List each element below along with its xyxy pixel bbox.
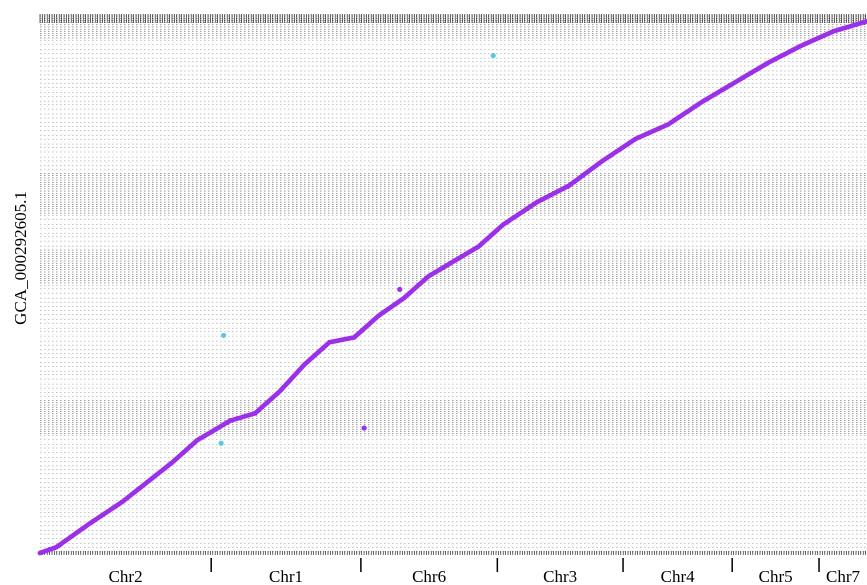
outlier-dot: [490, 53, 496, 59]
chromosome-label: Chr3: [543, 567, 577, 585]
x-axis-chromosome-labels: Chr2 Chr1 Chr6 Chr3 Chr4 Chr5 Chr7: [109, 558, 861, 585]
chromosome-label: Chr5: [759, 567, 793, 585]
chromosome-label: Chr4: [661, 567, 696, 585]
outlier-dot: [361, 425, 367, 431]
alignment-dot: [864, 18, 867, 24]
outlier-dot: [397, 286, 403, 292]
outlier-dots: [218, 53, 496, 446]
y-gridlines: [40, 15, 867, 553]
y-axis-label: GCA_000292605.1: [11, 191, 30, 325]
chromosome-label: Chr7: [826, 567, 861, 585]
x-axis-ticks: [39, 14, 866, 555]
chromosome-label: Chr1: [269, 567, 303, 585]
x-gridlines: [40, 14, 865, 553]
chromosome-label: Chr6: [412, 567, 446, 585]
outlier-dot: [220, 332, 227, 339]
outlier-dot: [218, 440, 224, 446]
alignment-dots: [37, 18, 867, 556]
chromosome-label: Chr2: [109, 567, 143, 585]
